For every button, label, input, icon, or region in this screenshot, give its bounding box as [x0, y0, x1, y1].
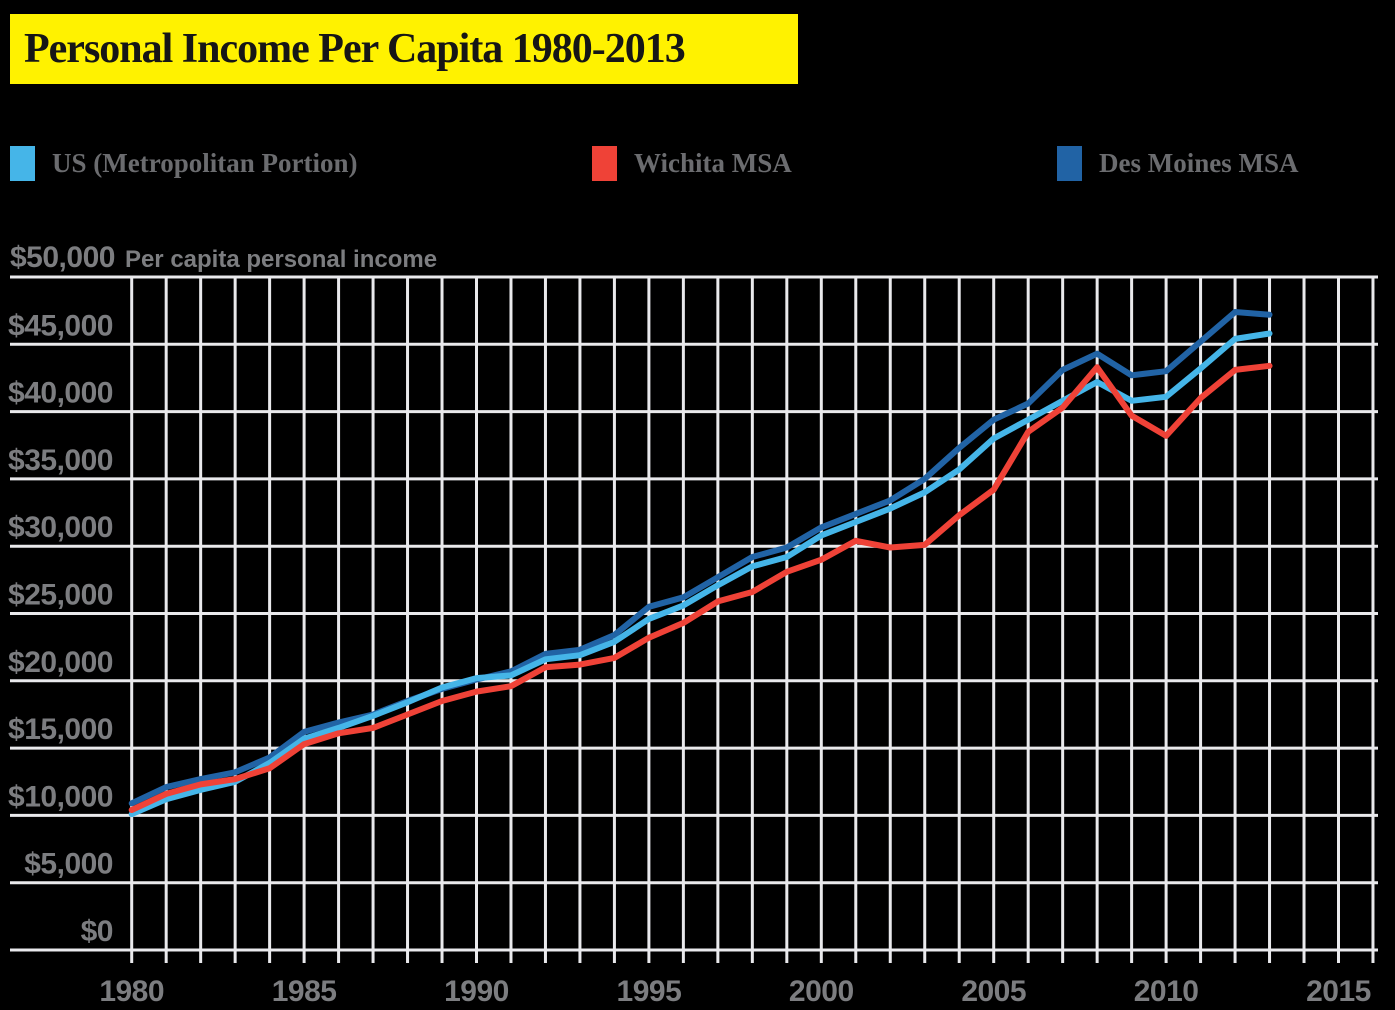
legend-item: Des Moines MSA: [1057, 146, 1298, 181]
page-title: Personal Income Per Capita 1980-2013: [24, 26, 686, 72]
y-axis-label: $20,000: [8, 646, 113, 679]
x-axis-labels: 1980 1985 1990 1995 2000 2005 2010 2015: [99, 975, 1371, 1008]
y-axis-label: $45,000: [8, 309, 113, 342]
x-axis-label: 1995: [617, 975, 682, 1008]
x-axis-label: 1980: [99, 975, 164, 1008]
x-axis-label: 2005: [961, 975, 1026, 1008]
grid-lines: [10, 275, 1378, 963]
legend-swatch: [592, 146, 617, 181]
y-axis-label: $25,000: [8, 579, 113, 612]
y-axis-label: $15,000: [8, 713, 113, 746]
y-axis-header: $50,000 Per capita personal income: [10, 241, 437, 275]
y-axis-label: $0: [81, 915, 113, 948]
series-lines: [128, 309, 1273, 818]
x-axis-label: 2015: [1306, 975, 1371, 1008]
series-line-des-moines-msa: [128, 309, 1273, 807]
y-axis-max-label: $50,000: [10, 241, 115, 274]
legend-label: Wichita MSA: [634, 148, 792, 178]
x-axis-label: 1985: [272, 975, 337, 1008]
title-banner: Personal Income Per Capita 1980-2013: [10, 14, 798, 84]
y-axis-labels: $0 $5,000 $10,000 $15,000 $20,000 $25,000 $30,…: [8, 309, 113, 948]
legend-swatch: [10, 146, 35, 181]
legend-label: Des Moines MSA: [1099, 148, 1299, 178]
legend-item: Wichita MSA: [592, 146, 792, 181]
y-axis-label: $30,000: [8, 511, 113, 544]
x-axis-label: 2010: [1134, 975, 1199, 1008]
y-axis-caption: Per capita personal income: [124, 246, 438, 273]
x-axis-label: 2000: [789, 975, 854, 1008]
legend-item: US (Metropolitan Portion): [10, 146, 357, 181]
series-line-wichita-msa: [128, 362, 1273, 813]
y-axis-label: $35,000: [8, 444, 113, 477]
x-axis-label: 1990: [444, 975, 509, 1008]
y-axis-label: $10,000: [8, 780, 113, 813]
legend-swatch: [1057, 146, 1082, 181]
y-axis-label: $40,000: [8, 377, 113, 410]
legend-label: US (Metropolitan Portion): [52, 148, 358, 178]
y-axis-label: $5,000: [24, 848, 113, 881]
